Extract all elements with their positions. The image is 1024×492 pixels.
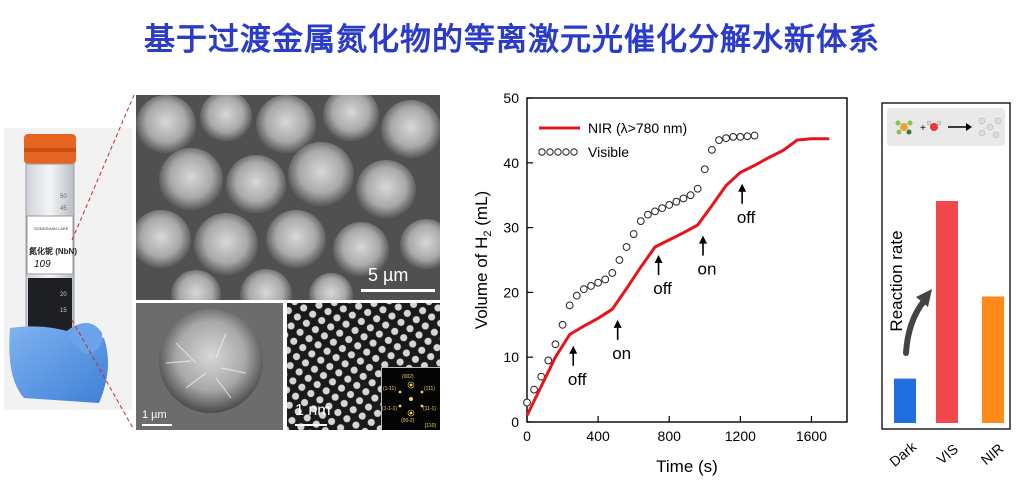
visible-point	[736, 132, 745, 141]
annotation-on: on	[698, 260, 717, 279]
bar-dark	[894, 378, 916, 423]
x-tick-label-800: 800	[658, 428, 682, 444]
fft-inset: (002) (1-11) (111) (1-1-1) (11-1) (00-2)…	[381, 367, 440, 430]
visible-point	[544, 356, 553, 365]
visible-point	[615, 256, 624, 264]
visible-point	[629, 230, 638, 238]
visible-point	[587, 282, 595, 290]
visible-point	[558, 320, 567, 329]
fft-label-1-1-1: (1-1-1)	[382, 406, 398, 412]
vial-handwritten-label: 109	[34, 259, 51, 270]
annotation-off: off	[737, 208, 756, 227]
vial-mark-20: 20	[60, 292, 67, 298]
visible-point	[608, 269, 617, 277]
visible-point	[622, 243, 631, 251]
visible-point	[643, 210, 652, 219]
visible-point	[601, 275, 610, 284]
visible-point	[672, 197, 681, 206]
sem-small-scale-bar	[142, 424, 172, 426]
bar-vis	[936, 201, 958, 423]
legend-visible-label: Visible	[588, 144, 629, 160]
y-axis-label: Volume of H2 (mL)	[472, 191, 494, 329]
sem-large-scale-label: 5 µm	[368, 265, 409, 285]
series-nir-line	[525, 137, 830, 417]
annotation-arrow-head	[699, 235, 707, 244]
sem-image-small: 1 µm	[136, 303, 283, 430]
visible-point	[729, 132, 738, 141]
page-title: 基于过渡金属氮化物的等离激元光催化分解水新体系	[144, 22, 880, 58]
visible-point	[707, 145, 716, 154]
visible-point	[658, 204, 667, 213]
annotation-arrow-head	[654, 255, 663, 264]
sem-large-scale-bar	[361, 289, 435, 292]
visible-point	[750, 131, 759, 140]
y-tick-label-10: 10	[503, 349, 519, 365]
visible-point	[679, 194, 688, 203]
bar-plot-area	[881, 102, 1011, 430]
bar-nir	[982, 296, 1004, 423]
tem-scale-label: 1 nm	[295, 402, 331, 419]
vial-photo: SONGSHAN LAKE 氮化铌 (NbN) 109 50 45 20 15	[4, 128, 132, 410]
visible-point	[651, 207, 659, 216]
visible-point	[565, 301, 574, 310]
x-axis-label: Time (s)	[656, 457, 718, 476]
fft-label-111: (111)	[424, 386, 435, 392]
annotation-arrow-head	[613, 319, 622, 328]
legend-visible-swatch	[538, 148, 578, 156]
reaction-rate-panel: + Reaction rate	[878, 101, 1013, 431]
annotation-arrow-head	[738, 183, 747, 192]
x-tick-label-400: 400	[586, 428, 610, 444]
y-tick-label-50: 50	[503, 90, 519, 106]
vial-mark-15: 15	[60, 308, 67, 314]
vial-mark-45: 45	[60, 206, 67, 212]
sem-small-scale-label: 1 µm	[142, 409, 167, 421]
sem-image-large: 5 µm	[136, 95, 440, 300]
x-tick-label-0: 0	[523, 428, 531, 444]
trend-arrow-head	[916, 289, 932, 307]
annotation-arrow-head	[569, 345, 578, 354]
vial-mark-50: 50	[60, 194, 67, 200]
x-tick-label-1200: 1200	[725, 428, 756, 444]
visible-point	[572, 291, 581, 300]
x-tick-label-1600: 1600	[796, 428, 827, 444]
y-tick-label-20: 20	[503, 284, 519, 300]
visible-point	[715, 136, 723, 145]
vial-sample-label: 氮化铌 (NbN)	[29, 247, 77, 256]
tem-image: 1 nm (002) (1-11) (111) (1-1-1) (11-1) (…	[287, 303, 440, 430]
visible-point	[743, 132, 752, 141]
visible-point	[700, 165, 709, 174]
visible-point	[530, 385, 539, 394]
visible-point	[579, 285, 588, 294]
annotation-off: off	[568, 370, 587, 389]
y-tick-label-40: 40	[503, 155, 519, 171]
fft-label-002: (002)	[402, 374, 414, 380]
visible-point	[551, 340, 560, 349]
vial-brand-label: SONGSHAN LAKE	[34, 226, 69, 231]
reaction-rate-chart: +	[881, 102, 1011, 430]
tem-scale-bar	[295, 424, 327, 426]
fft-label-00-2: (00-2)	[401, 418, 415, 424]
y-tick-label-30: 30	[503, 220, 519, 236]
visible-point	[686, 191, 695, 200]
fft-label-11-1: (11-1)	[423, 406, 436, 412]
annotation-on: on	[612, 344, 631, 363]
y-tick-label-0: 0	[511, 414, 519, 430]
svg-text:+: +	[920, 123, 926, 134]
visible-point	[722, 134, 731, 143]
visible-point	[636, 217, 645, 226]
bar-y-axis-label: Reaction rate	[887, 230, 906, 332]
reaction-scheme-inset: +	[887, 108, 1005, 146]
chart-plot-area	[526, 97, 848, 423]
visible-point	[523, 398, 531, 407]
fft-label-zone-axis: [110]	[425, 423, 436, 429]
trend-arrow	[903, 298, 927, 356]
annotation-off: off	[653, 279, 672, 298]
visible-point	[594, 278, 603, 287]
h2-volume-chart: 0 400 800 1200 1600 0 10 20 30 40 50 off on off on off…	[472, 90, 848, 476]
fft-label-1-11: (1-11)	[383, 386, 396, 392]
visible-point	[693, 184, 702, 193]
legend-nir-label: NIR (λ>780 nm)	[588, 120, 687, 136]
visible-point	[665, 201, 674, 209]
